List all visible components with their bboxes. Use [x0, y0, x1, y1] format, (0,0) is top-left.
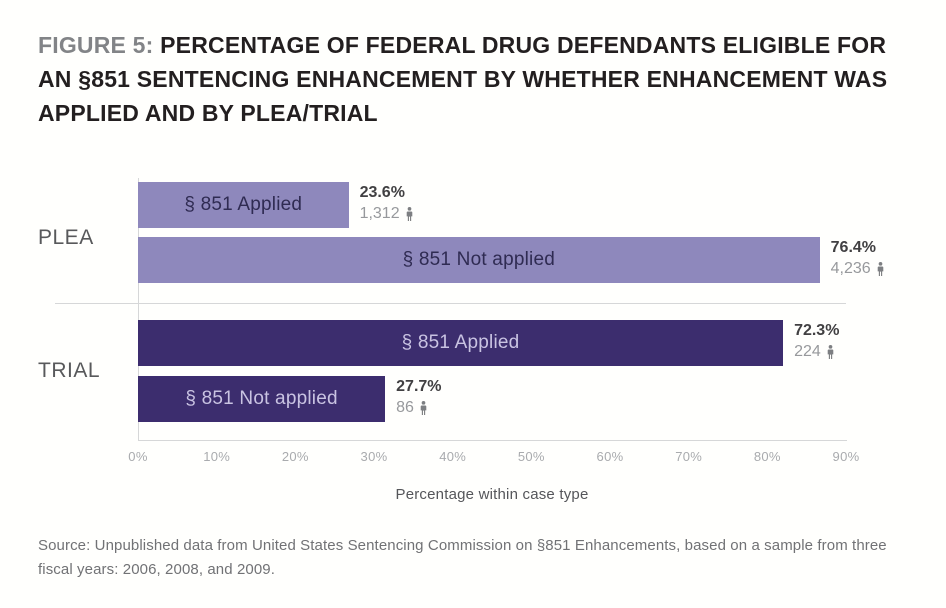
- person-icon: [827, 344, 834, 359]
- axis-tick-label: 80%: [753, 449, 781, 464]
- axis-tick-label: 30%: [360, 449, 388, 464]
- bar-plea-applied: § 851 Applied: [138, 182, 349, 228]
- bar-count-value: 224: [794, 343, 821, 360]
- bar-row-trial-applied: § 851 Applied 72.3% 224: [138, 320, 941, 366]
- bar-value-block: 27.7% 86: [396, 376, 441, 418]
- bar-row-plea-applied: § 851 Applied 23.6% 1,312: [138, 182, 941, 228]
- bar-label: § 851 Not applied: [185, 388, 338, 409]
- figure-title: FIGURE 5: PERCENTAGE OF FEDERAL DRUG DEF…: [38, 28, 896, 130]
- bar-plea-not-applied: § 851 Not applied: [138, 237, 820, 283]
- bar-trial-applied: § 851 Applied: [138, 320, 784, 366]
- axis-tick-label: 90%: [832, 449, 860, 464]
- bar-value-block: 23.6% 1,312: [360, 182, 414, 224]
- plot-area: § 851 Applied 23.6% 1,312 § 851 Not appl…: [138, 175, 884, 440]
- axis-tick-label: 0%: [128, 449, 148, 464]
- bar-trial-not-applied: § 851 Not applied: [138, 376, 386, 422]
- bar-count-label: 224: [794, 341, 839, 362]
- bar-count-label: 4,236: [831, 258, 885, 279]
- axis-tick-label: 50%: [517, 449, 545, 464]
- figure-title-text: PERCENTAGE OF FEDERAL DRUG DEFENDANTS EL…: [38, 32, 888, 126]
- x-axis-ticks: 0% 10% 20% 30% 40% 50% 60% 70% 80% 90%: [128, 449, 859, 465]
- group-divider-line: [55, 303, 846, 304]
- bar-count-value: 4,236: [830, 260, 871, 277]
- bar-count-value: 86: [396, 399, 414, 416]
- bar-label: § 851 Applied: [184, 194, 303, 215]
- bar-percent-label: 27.7%: [396, 378, 442, 395]
- bar-row-plea-not-applied: § 851 Not applied 76.4% 4,236: [138, 237, 941, 283]
- bar-count-value: 1,312: [359, 205, 400, 222]
- axis-tick-label: 40%: [439, 449, 467, 464]
- person-icon: [877, 261, 884, 276]
- bar-percent-label: 76.4%: [830, 239, 877, 256]
- bar-percent-label: 72.3%: [794, 322, 840, 339]
- category-label-plea: PLEA: [38, 226, 94, 249]
- bar-label: § 851 Not applied: [402, 249, 555, 270]
- person-icon: [406, 206, 412, 221]
- axis-tick-label: 60%: [596, 449, 624, 464]
- category-label-trial: TRIAL: [38, 359, 101, 382]
- bar-percent-label: 23.6%: [359, 184, 405, 201]
- axis-tick-label: 20%: [281, 449, 309, 464]
- figure-number-label: FIGURE 5:: [38, 32, 154, 58]
- y-axis-line: [138, 178, 139, 440]
- source-note: Source: Unpublished data from United Sta…: [38, 537, 887, 578]
- bar-label: § 851 Applied: [401, 332, 520, 353]
- x-axis-baseline: [138, 440, 847, 441]
- bar-value-block: 76.4% 4,236: [831, 237, 885, 279]
- bar-count-label: 1,312: [360, 203, 414, 224]
- bar-value-block: 72.3% 224: [794, 320, 839, 362]
- person-icon: [420, 400, 427, 415]
- bar-row-trial-not-applied: § 851 Not applied 27.7% 86: [138, 376, 941, 422]
- bar-count-label: 86: [396, 397, 441, 418]
- axis-tick-label: 10%: [203, 449, 231, 464]
- x-axis-title: Percentage within case type: [395, 486, 589, 503]
- axis-tick-label: 70%: [675, 449, 703, 464]
